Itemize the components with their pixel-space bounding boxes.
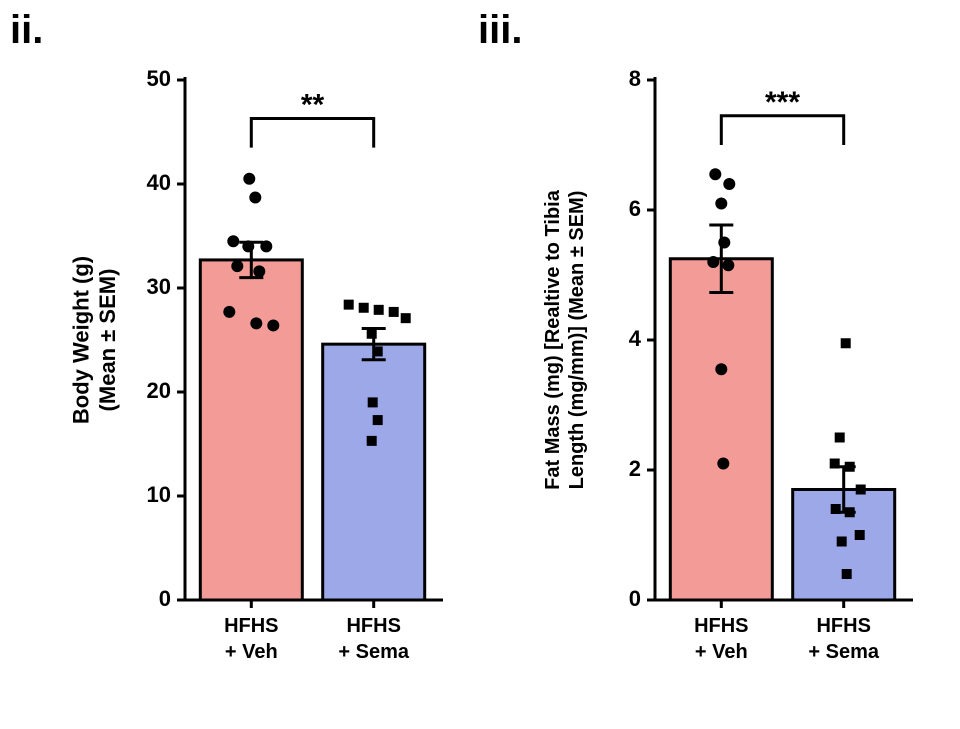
data-point [373,415,383,425]
significance-label: *** [765,86,800,119]
x-category-label: HFHS [694,615,748,637]
data-point [830,459,840,469]
svg-text:(Mean ± SEM): (Mean ± SEM) [95,269,120,412]
data-point [373,346,383,356]
data-point [831,504,841,514]
data-point [723,178,735,190]
figure: ii. iii. 01020304050HFHS+ VehHFHS+ SemaB… [0,0,960,729]
data-point [718,237,730,249]
x-category-label: HFHS [224,615,278,637]
data-point [249,192,261,204]
x-category-label: + Veh [225,641,278,663]
svg-text:Length (mg/mm)] (Mean ± SEM): Length (mg/mm)] (Mean ± SEM) [566,191,588,490]
y-tick-label: 0 [159,586,171,611]
y-tick-label: 50 [147,66,171,91]
data-point [227,235,239,247]
y-tick-label: 8 [629,66,641,91]
panel-iii: 0 2 4 6 8 HFHS + Veh HFHS + Sema Fat Mass (mg) [R… [540,40,940,720]
data-point [401,313,411,323]
data-point [855,530,865,540]
data-point [267,319,279,331]
x-category-label: + Veh [695,641,748,663]
data-point [260,240,272,252]
y-tick-label: 6 [629,196,641,221]
x-category-label: + Sema [808,641,879,663]
bar [670,259,772,600]
data-point [367,436,377,446]
svg-text:Fat Mass (mg) [Realtive to Tib: Fat Mass (mg) [Realtive to Tibia [542,189,564,490]
data-point [717,458,729,470]
data-point [344,300,354,310]
significance-label: ** [301,88,325,121]
panel-ii-svg: 0 10 20 30 40 50 HFHS + Veh HFHS + Sema Body Weigh… [70,40,470,720]
data-point [709,168,721,180]
y-tick-label: 4 [629,326,642,351]
panel-label-ii: ii. [10,8,43,53]
data-point [374,305,384,315]
data-point [845,462,855,472]
data-point [250,317,262,329]
data-point [242,240,254,252]
panel-ii: 0 10 20 30 40 50 HFHS + Veh HFHS + Sema Body Weigh… [70,40,470,720]
data-point [253,265,265,277]
y-axis-label: Fat Mass (mg) [Realtive to TibiaLength (… [542,189,588,490]
data-point [368,397,378,407]
data-point [707,256,719,268]
data-point [389,307,399,317]
bar [200,260,302,600]
data-point [842,569,852,579]
y-axis-label: Body Weight (g)(Mean ± SEM) [70,256,120,424]
y-tick-label: 2 [629,456,641,481]
data-point [359,303,369,313]
data-point [841,338,851,348]
data-point [837,537,847,547]
y-tick-label: 40 [147,170,171,195]
x-category-label: HFHS [346,615,400,637]
data-point [715,363,727,375]
bar [323,344,425,600]
significance-bracket [721,116,843,145]
x-category-label: + Sema [338,641,409,663]
data-point [715,198,727,210]
data-point [835,433,845,443]
data-point [856,485,866,495]
data-point [845,507,855,517]
svg-text:Body Weight (g): Body Weight (g) [70,256,94,424]
y-tick-label: 30 [147,274,171,299]
significance-bracket [251,118,373,147]
panel-iii-svg: 0 2 4 6 8 HFHS + Veh HFHS + Sema Fat Mass (mg) [R… [540,40,940,720]
y-tick-label: 20 [147,378,171,403]
data-point [223,306,235,318]
y-tick-label: 0 [629,586,641,611]
data-point [367,329,377,339]
data-point [243,173,255,185]
x-category-label: HFHS [816,615,870,637]
data-point [722,259,734,271]
data-point [231,260,243,272]
y-tick-label: 10 [147,482,171,507]
panel-label-iii: iii. [478,8,522,53]
